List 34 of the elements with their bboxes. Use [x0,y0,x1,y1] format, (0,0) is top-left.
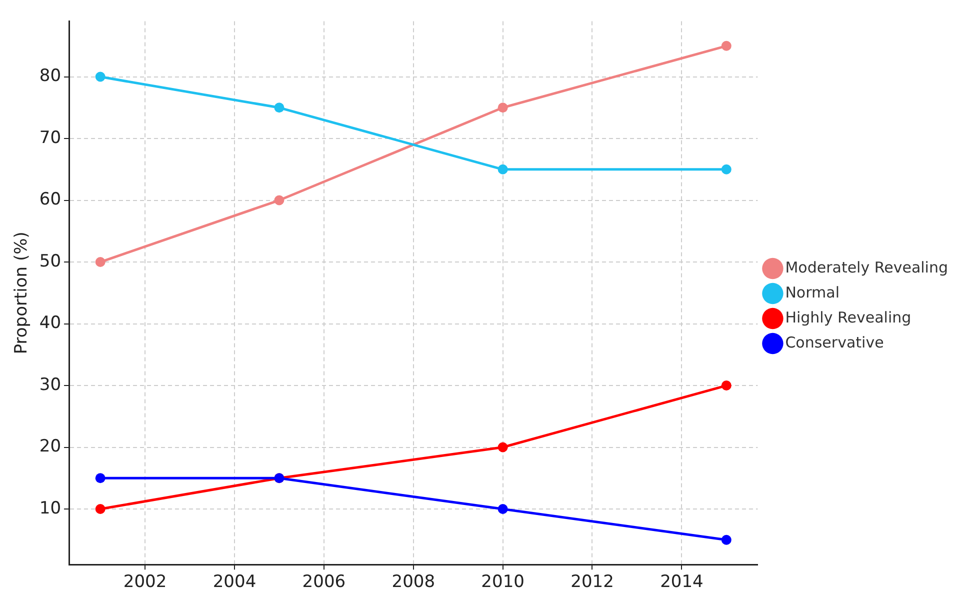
point [274,195,284,206]
y-tick-label: 60 [39,190,62,210]
x-tick-label: 2012 [570,572,614,592]
x-tick-label: 2002 [123,572,167,592]
y-tick-label: 80 [39,66,62,86]
point [95,257,106,268]
x-tick-label: 2004 [212,572,256,592]
point [498,102,508,113]
point [274,102,284,113]
x-tick-label: 2006 [302,572,346,592]
point [721,164,732,174]
point [498,504,508,514]
x-tick-label: 2010 [481,572,524,592]
y-tick-label: 40 [39,313,62,334]
y-tick-label: 20 [39,436,62,457]
y-tick-label: 50 [39,251,62,272]
y-tick-label: 30 [39,374,62,395]
point [95,72,106,82]
point [95,473,106,484]
x-tick-label: 2014 [660,572,704,592]
legend-label: Normal [785,283,840,302]
point [721,534,732,545]
point [721,40,732,51]
point [95,504,106,514]
point [498,164,508,174]
y-tick-label: 70 [39,128,62,148]
point [721,380,732,391]
legend-label: Conservative [785,333,884,352]
y-tick-label: 10 [39,498,62,518]
point [498,442,508,452]
legend-label: Highly Revealing [785,308,912,326]
x-tick-label: 2008 [392,572,436,592]
legend-label: Moderately Revealing [785,258,948,276]
y-axis-title: Proportion (%) [12,232,32,354]
